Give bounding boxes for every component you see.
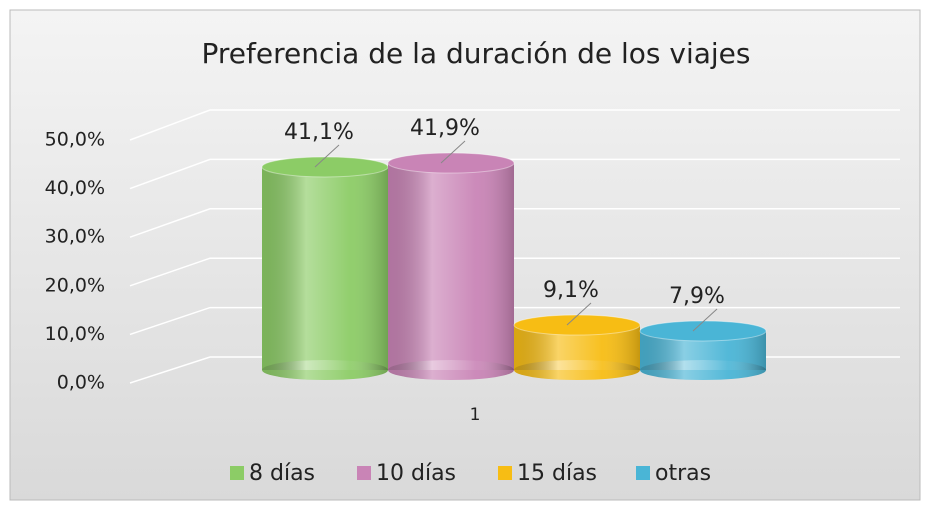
leader-line <box>440 140 466 164</box>
y-tick-label: 10,0% <box>45 323 105 345</box>
grid-line <box>129 257 900 287</box>
legend-swatch <box>636 466 650 480</box>
legend-swatch <box>357 466 371 480</box>
legend-label: 10 días <box>376 461 456 486</box>
data-label: 9,1% <box>543 278 599 303</box>
bar-top <box>261 156 389 178</box>
bar-shading <box>388 163 514 370</box>
leader-line <box>692 308 718 332</box>
x-tick-label: 1 <box>470 405 481 425</box>
legend-label: otras <box>655 461 711 486</box>
data-label: 41,1% <box>284 120 354 145</box>
bar-shading <box>262 166 388 370</box>
bar-top <box>639 320 767 342</box>
bar-base-shading <box>640 360 766 380</box>
data-label: 41,9% <box>410 116 480 141</box>
bar-base-shading <box>262 360 388 380</box>
bar-base-shading <box>388 360 514 380</box>
y-tick-label: 40,0% <box>45 177 105 199</box>
y-tick-label: 0,0% <box>57 372 105 394</box>
legend-swatch <box>498 466 512 480</box>
grid-line <box>129 158 900 190</box>
legend-swatch <box>230 466 244 480</box>
bar-top <box>387 152 515 174</box>
grid-line <box>129 208 900 238</box>
leader-line <box>566 302 592 326</box>
leader-line <box>314 144 340 168</box>
grid-line <box>129 109 900 141</box>
y-tick-label: 50,0% <box>45 129 105 151</box>
legend-label: 8 días <box>249 461 315 486</box>
legend-label: 15 días <box>517 461 597 486</box>
grid-line <box>129 306 900 336</box>
bar-top <box>513 314 641 336</box>
bar-base-shading <box>514 360 640 380</box>
chart-title: Preferencia de la duración de los viajes <box>202 37 751 70</box>
y-tick-label: 30,0% <box>45 226 105 248</box>
y-tick-label: 20,0% <box>45 274 105 296</box>
data-label: 7,9% <box>669 284 725 309</box>
